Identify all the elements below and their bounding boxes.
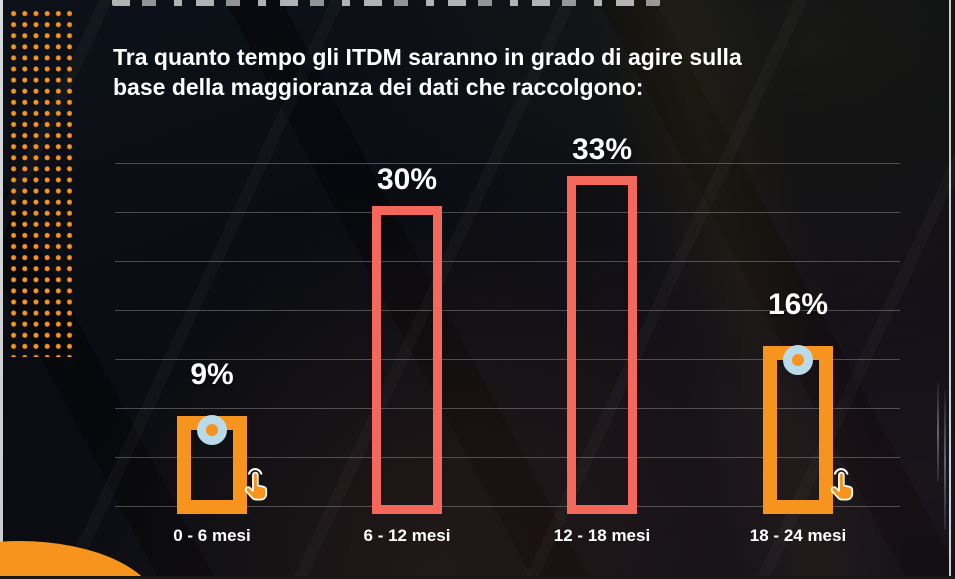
chart-question-title: Tra quanto tempo gli ITDM saranno in gra… (113, 42, 913, 102)
bar-category-label: 6 - 12 mesi (363, 526, 451, 545)
orange-corner-decoration (0, 541, 160, 579)
slide-left-edge (0, 0, 3, 579)
bar-category-label: 0 - 6 mesi (173, 526, 251, 545)
dot-grid-decoration (6, 7, 72, 357)
bar-top-marker (783, 345, 813, 375)
window-bottom-edge (0, 576, 955, 579)
bar-rect[interactable] (177, 415, 268, 514)
tap-hand-icon (244, 468, 268, 501)
bar-value-label: 16% (767, 288, 829, 321)
background-streak-line (944, 390, 946, 530)
bar-rect[interactable] (372, 206, 442, 514)
chart-question-line-2: base della maggioranza dei dati che racc… (113, 74, 644, 100)
bar-rect[interactable] (567, 176, 637, 514)
slide-right-edge (949, 0, 951, 579)
bar-rect[interactable] (763, 345, 854, 514)
bar-value-label: 9% (190, 358, 234, 391)
bar-category-label: 18 - 24 mesi (749, 526, 847, 545)
clipped-heading-remnant (112, 0, 660, 6)
bar-chart: 9% 0 - 6 mesi 30% 6 - 12 mesi (115, 133, 900, 545)
tap-hand-icon (830, 468, 854, 501)
bar-category-label: 12 - 18 mesi (553, 526, 651, 545)
bar-value-label: 30% (376, 163, 438, 196)
bar-value-label: 33% (571, 133, 633, 166)
bar-top-marker (197, 415, 227, 445)
background-streak-line (937, 383, 939, 481)
chart-question-line-1: Tra quanto tempo gli ITDM saranno in gra… (113, 44, 742, 70)
